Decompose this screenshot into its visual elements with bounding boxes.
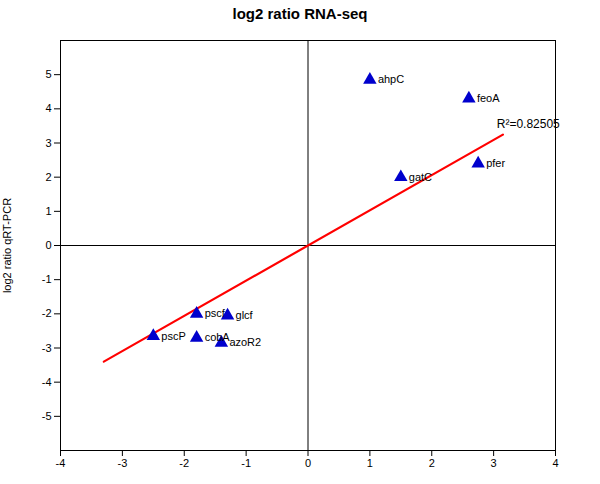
svg-text:glcf: glcf bbox=[236, 309, 254, 321]
svg-text:3: 3 bbox=[45, 137, 51, 149]
svg-text:-2: -2 bbox=[179, 457, 189, 469]
svg-text:cobA: cobA bbox=[205, 331, 231, 343]
svg-text:-3: -3 bbox=[42, 342, 52, 354]
svg-text:pscP: pscP bbox=[161, 330, 185, 342]
svg-text:azoR2: azoR2 bbox=[229, 336, 261, 348]
svg-text:ahpC: ahpC bbox=[378, 73, 404, 85]
svg-text:-3: -3 bbox=[117, 457, 127, 469]
svg-text:4: 4 bbox=[552, 457, 558, 469]
svg-text:pscf: pscf bbox=[205, 307, 226, 319]
svg-text:1: 1 bbox=[367, 457, 373, 469]
svg-text:-2: -2 bbox=[42, 307, 52, 319]
svg-text:3: 3 bbox=[491, 457, 497, 469]
svg-text:1: 1 bbox=[45, 205, 51, 217]
svg-text:log2 ratio qRT-PCR: log2 ratio qRT-PCR bbox=[1, 198, 13, 293]
svg-text:-4: -4 bbox=[42, 376, 52, 388]
svg-text:-1: -1 bbox=[241, 457, 251, 469]
svg-text:gatC: gatC bbox=[409, 171, 432, 183]
svg-text:2: 2 bbox=[429, 457, 435, 469]
svg-text:-4: -4 bbox=[56, 457, 66, 469]
svg-text:4: 4 bbox=[45, 102, 51, 114]
svg-text:2: 2 bbox=[45, 171, 51, 183]
svg-text:-1: -1 bbox=[42, 273, 52, 285]
html-text:log2 ratio RNA-seq: log2 ratio RNA-seq bbox=[232, 5, 368, 22]
svg-text:0: 0 bbox=[45, 239, 51, 251]
svg-text:5: 5 bbox=[45, 68, 51, 80]
svg-text:-5: -5 bbox=[42, 410, 52, 422]
svg-text:R²=0.82505: R²=0.82505 bbox=[497, 117, 560, 131]
svg-text:pfer: pfer bbox=[486, 157, 505, 169]
svg-text:0: 0 bbox=[305, 457, 311, 469]
svg-text:feoA: feoA bbox=[477, 92, 500, 104]
